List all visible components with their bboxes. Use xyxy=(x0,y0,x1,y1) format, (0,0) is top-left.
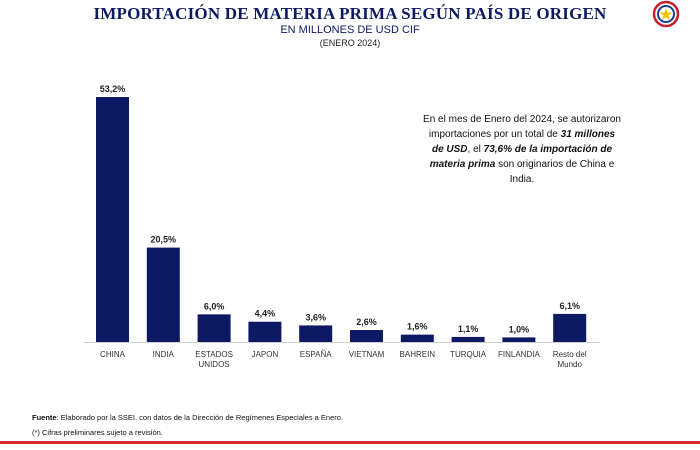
note-text-1: En el mes de Enero del 2024, se autoriza… xyxy=(423,114,621,140)
category-label: ESPAÑA xyxy=(300,350,333,359)
bar xyxy=(400,334,434,342)
summary-note: En el mes de Enero del 2024, se autoriza… xyxy=(422,112,622,187)
data-label: 20,5% xyxy=(151,235,177,245)
data-label: 53,2% xyxy=(100,84,126,94)
bar xyxy=(299,325,333,342)
data-label: 3,6% xyxy=(305,312,326,322)
chart-title: IMPORTACIÓN DE MATERIA PRIMA SEGÚN PAÍS … xyxy=(93,4,607,23)
category-label: ESTADOS xyxy=(195,350,233,359)
source-text: : Elaborado por la SSEI, con datos de la… xyxy=(56,413,344,422)
data-label: 1,0% xyxy=(509,324,530,334)
category-label: VIETNAM xyxy=(349,350,385,359)
category-label: CHINA xyxy=(100,350,126,359)
category-label: Mundo xyxy=(557,360,582,369)
category-label: TURQUIA xyxy=(450,350,487,359)
category-label: BAHREIN xyxy=(400,350,436,359)
bar xyxy=(553,313,587,342)
bar xyxy=(350,330,383,342)
category-label: Resto del xyxy=(553,350,587,359)
category-label: FINLANDIA xyxy=(498,350,540,359)
preliminary-note: (*) Cifras preliminares sujeto a revisió… xyxy=(32,428,163,437)
source-label: Fuente xyxy=(32,413,57,422)
bar xyxy=(96,97,129,342)
data-label: 1,1% xyxy=(458,324,479,334)
data-label: 6,1% xyxy=(559,301,580,311)
source-footer: Fuente: Elaborado por la SSEI, con datos… xyxy=(32,413,343,422)
note-total: 31 millones de USD xyxy=(431,129,616,155)
category-label: JAPON xyxy=(252,350,279,359)
note-share: 73,6% de la importación de materia prima xyxy=(429,144,613,170)
data-label: 2,6% xyxy=(356,317,377,327)
bar xyxy=(248,321,282,342)
data-label: 4,4% xyxy=(255,309,276,319)
data-label: 1,6% xyxy=(407,322,428,332)
chart-subtitle: EN MILLONES DE USD CIF xyxy=(280,24,420,36)
bar xyxy=(502,337,536,342)
data-label: 6,0% xyxy=(204,301,225,311)
note-text-3: son originarios de China e India. xyxy=(495,159,615,185)
category-label: UNIDOS xyxy=(199,360,230,369)
note-text-2: , el xyxy=(467,144,484,155)
accent-line xyxy=(0,441,700,444)
chart-period: (ENERO 2024) xyxy=(319,38,381,48)
category-label: INDIA xyxy=(153,350,175,359)
bar xyxy=(197,314,231,342)
bar xyxy=(451,336,485,342)
coat-of-arms-logo xyxy=(652,0,680,28)
bar xyxy=(146,247,180,342)
